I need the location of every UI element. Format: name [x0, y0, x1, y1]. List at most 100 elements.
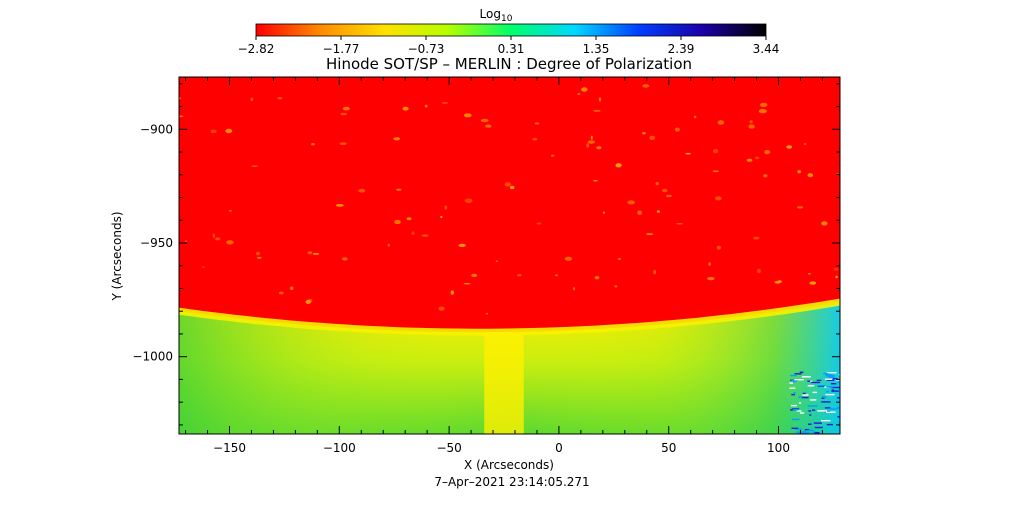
disk-speckle: [225, 128, 233, 134]
disk-speckle: [250, 97, 254, 102]
colorbar-ticks: −2.82 −1.77 −0.73 0.31 1.35 2.39 3.44: [238, 36, 780, 56]
edge-streak: [836, 406, 840, 409]
y-axis-label: Y (Arcseconds): [110, 211, 124, 301]
edge-streak: [789, 382, 793, 384]
edge-streak: [825, 375, 835, 377]
edge-streak: [826, 391, 830, 393]
edge-streak: [794, 373, 802, 375]
edge-streak: [793, 380, 797, 383]
disk-speckle: [312, 252, 320, 255]
disk-speckle: [587, 140, 596, 144]
disk-speckle: [517, 274, 522, 277]
disk-speckle: [712, 148, 719, 154]
disk-speckle: [590, 135, 593, 140]
disk-speckle: [495, 260, 499, 263]
disk-speckle: [251, 165, 258, 168]
disk-speckle: [807, 272, 811, 275]
disk-speckle: [228, 210, 232, 212]
disk-speckle: [717, 120, 725, 125]
edge-streak: [801, 431, 811, 433]
edge-streak: [808, 423, 812, 425]
edge-streak: [839, 401, 840, 403]
disk-speckle: [387, 243, 390, 247]
x-tick-label: −50: [436, 441, 461, 455]
x-tick-label: −100: [323, 441, 356, 455]
edge-streak: [824, 378, 833, 380]
disk-speckle: [615, 163, 622, 168]
disk-speckle: [471, 273, 478, 277]
x-axis-label: X (Arcseconds): [464, 458, 554, 472]
y-tick-label: −900: [140, 122, 173, 136]
disk-speckle: [342, 106, 350, 111]
disk-speckle: [342, 257, 348, 261]
disk-speckle: [485, 124, 492, 128]
x-tick-label: 0: [555, 441, 563, 455]
edge-streak: [813, 422, 822, 424]
disk-speckle: [715, 196, 722, 201]
edge-streak: [796, 431, 804, 433]
edge-streak: [831, 389, 834, 391]
plot-area: [179, 77, 840, 434]
disk-speckle: [716, 245, 722, 250]
disk-speckle: [450, 290, 454, 295]
edge-streak: [821, 397, 825, 399]
chart-title: Hinode SOT/SP – MERLIN : Degree of Polar…: [326, 55, 692, 73]
disk-speckle: [441, 102, 449, 104]
colorbar-tick-label: 0.31: [498, 42, 525, 56]
edge-streak: [837, 416, 840, 418]
edge-streak: [826, 372, 837, 374]
disk-speckle: [394, 219, 401, 225]
disk-speckle: [335, 204, 344, 207]
edge-streak: [794, 379, 804, 381]
disk-speckle: [833, 268, 839, 271]
edge-noise: [789, 371, 840, 434]
disk-speckle: [753, 236, 760, 240]
disk-speckle: [257, 256, 262, 259]
disk-speckle: [797, 170, 802, 174]
disk-speckle: [593, 109, 601, 112]
edge-streak: [812, 391, 818, 394]
disk-speckle: [463, 282, 471, 285]
disk-speckle: [277, 97, 283, 100]
edge-streak: [798, 402, 802, 404]
edge-streak: [801, 396, 809, 399]
plot-frame: [178, 76, 841, 435]
disk-speckle: [554, 274, 559, 277]
disk-speckle: [627, 200, 635, 205]
edge-streak: [831, 390, 839, 392]
disk-speckle: [396, 188, 402, 191]
edge-streak: [804, 428, 810, 431]
edge-streak: [817, 410, 827, 412]
edge-streak: [826, 379, 835, 381]
disk-speckle: [674, 127, 680, 132]
edge-streak: [832, 378, 838, 380]
disk-speckle: [572, 287, 576, 291]
x-tick-label: −150: [213, 441, 246, 455]
colorbar-tick-label: 3.44: [753, 42, 780, 56]
edge-streak: [794, 428, 803, 430]
disk-speckle: [708, 262, 711, 266]
disk-speckle: [463, 113, 472, 118]
disk-speckle: [438, 306, 445, 311]
disk-speckle: [440, 215, 443, 219]
edge-streak: [825, 374, 833, 376]
disk-speckle: [803, 143, 807, 145]
edge-streak: [821, 420, 831, 422]
colorbar-gradient: [255, 23, 767, 37]
disk-speckle: [646, 233, 654, 236]
colorbar-tick-label: 1.35: [583, 42, 610, 56]
y-axis: −900 −950 −1000: [132, 83, 840, 426]
disk-speckle: [807, 173, 814, 178]
disk-speckle: [746, 158, 753, 162]
bright-pillar: [484, 332, 524, 434]
edge-streak: [810, 381, 821, 384]
edge-streak: [825, 411, 836, 413]
edge-streak: [817, 385, 826, 387]
disk-speckle: [536, 222, 542, 225]
edge-streak: [799, 371, 804, 373]
edge-streak: [807, 405, 818, 407]
edge-streak: [816, 379, 822, 382]
edge-streak: [823, 372, 829, 375]
disk-speckle: [534, 122, 540, 125]
edge-streak: [800, 432, 808, 434]
